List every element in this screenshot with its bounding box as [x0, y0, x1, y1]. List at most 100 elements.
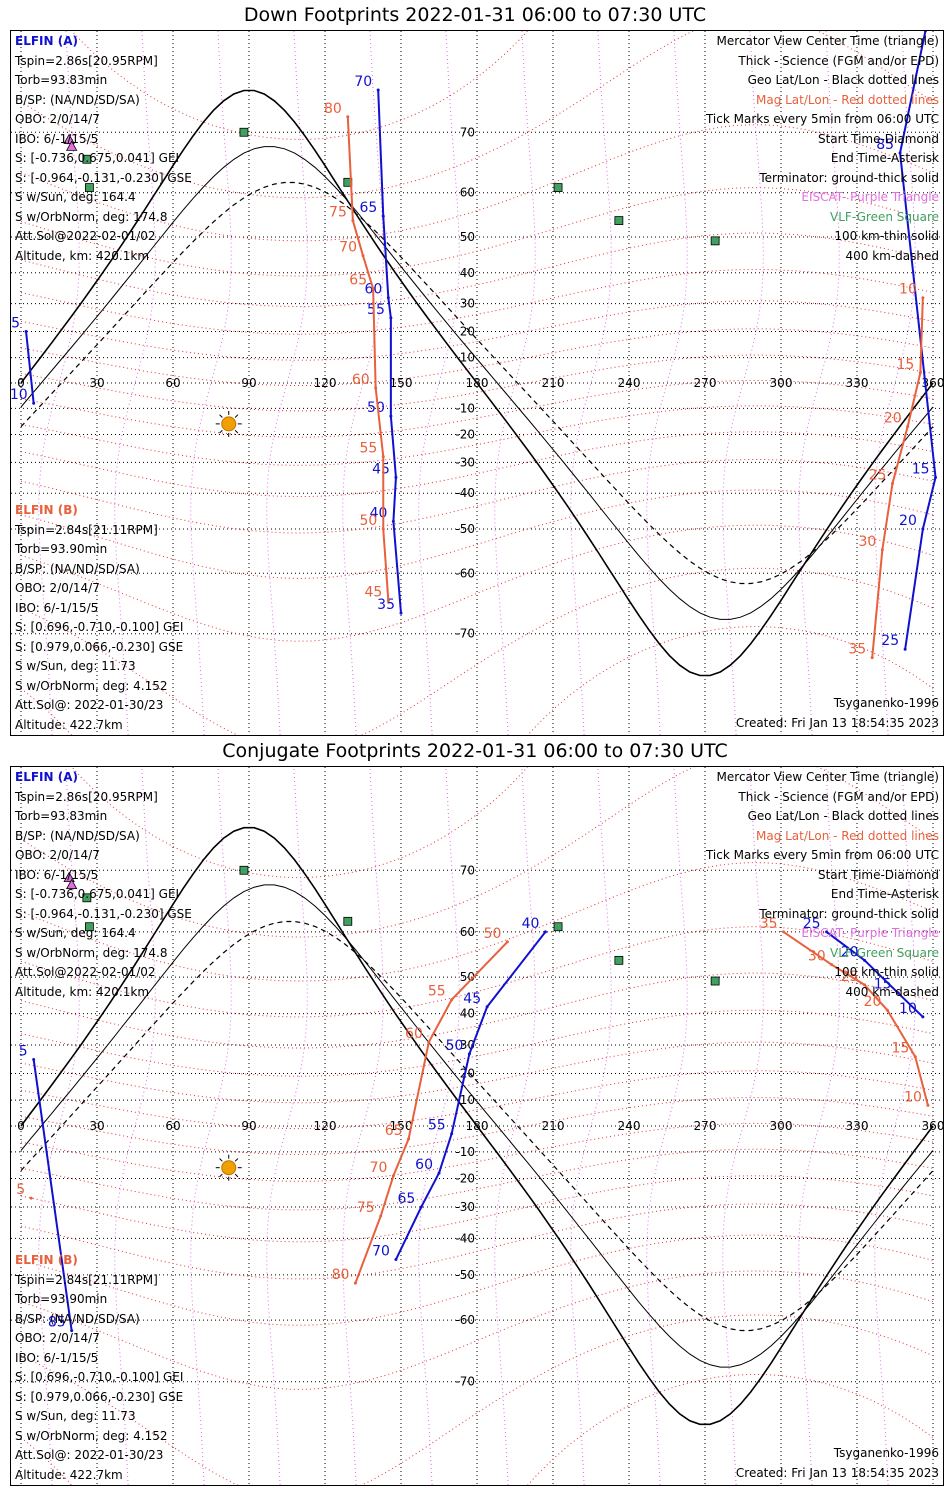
info-line: B/SP: (NA/ND/SD/SA) — [15, 1311, 140, 1326]
footprint-segment — [32, 1059, 73, 1331]
info-line: S: [0.979,0.066,-0.230] GSE — [15, 1389, 184, 1404]
footprint-segment — [362, 255, 375, 289]
lat-tick-label: 70 — [460, 125, 475, 139]
info-line: S w/Sun, deg: 164.4 — [15, 926, 136, 940]
sun-ray — [219, 1158, 223, 1162]
footprint-tick-label: 10 — [11, 387, 28, 403]
footprint-tick-label: 50 — [367, 400, 385, 416]
footprint-segment — [896, 991, 924, 1018]
footprint-segment — [899, 152, 937, 478]
footprint-point — [24, 330, 28, 334]
footprint-segment — [881, 483, 894, 550]
vlf-station-marker — [553, 183, 563, 192]
footprint-point — [376, 88, 380, 92]
footprint-segment — [438, 1133, 453, 1174]
footprint-tick-label: 30 — [808, 949, 826, 965]
footprint-segment — [377, 90, 385, 217]
footprint-point — [926, 1103, 930, 1107]
lon-tick-label: 300 — [770, 1119, 793, 1133]
footprint-point — [29, 1196, 33, 1200]
vlf-station-marker — [82, 893, 92, 903]
mag-lon-line — [114, 767, 156, 1485]
mag-lat-line — [20, 1234, 934, 1326]
footprint-tick-label: 45 — [463, 991, 481, 1007]
footprint-segment — [904, 528, 924, 650]
vlf-station-marker — [239, 127, 249, 137]
lat-tick-label: 50 — [460, 230, 475, 244]
info-line: Att.Sol@2022-02-01/02 — [15, 965, 156, 979]
footprint-segment — [382, 216, 390, 298]
mag-lon-line — [722, 767, 764, 1485]
mag-lat-line — [20, 405, 934, 466]
footprint-tick-label: 20 — [899, 513, 917, 529]
terminator-line — [20, 920, 934, 1332]
lat-tick-label: -60 — [455, 566, 475, 580]
footprint-segment — [389, 415, 397, 478]
vlf-station-marker — [239, 865, 249, 875]
footprint-point — [407, 1137, 411, 1141]
lat-tick-label: -20 — [455, 427, 475, 441]
legend-item: VLF-Green Square — [830, 209, 939, 224]
lat-tick-label: 20 — [460, 325, 475, 339]
footprint-tick-label: 60 — [352, 372, 370, 388]
lon-tick-label: 360 — [922, 376, 943, 390]
info-line: S w/OrbNorm, deg: 174.8 — [15, 945, 168, 960]
footprint-point — [70, 1329, 74, 1333]
lat-tick-label: -50 — [455, 522, 475, 536]
footprint-tick-label: 65 — [359, 200, 377, 216]
footprint-tick-label: 70 — [354, 74, 372, 90]
footprint-tick-label: 50 — [446, 1038, 464, 1054]
mag-lat-line — [20, 1097, 934, 1155]
legend-item: 100 km-thin solid — [834, 229, 939, 243]
down-footprints-map: 0 30 60 90 120 150 180 210 240 270 300 330 360 70 60 50… — [11, 31, 943, 735]
footprint-segment — [354, 1215, 382, 1284]
footprint-tick-label: 40 — [522, 916, 540, 932]
footprint-tick-label: 30 — [859, 534, 877, 550]
mag-lon-line — [266, 31, 308, 735]
info-line: S w/Sun, deg: 11.73 — [15, 659, 136, 673]
legend: Mercator View Center Time (triangle) Thi… — [706, 32, 939, 266]
footprint-point — [885, 1008, 889, 1012]
footprint-tick-label: 35 — [377, 597, 395, 613]
info-line: IBO: 6/-1/15/5 — [15, 867, 99, 882]
footprint-segment — [919, 297, 924, 373]
footprint-point — [32, 1058, 36, 1062]
footprint-tick-label: 85 — [48, 1315, 66, 1331]
mag-lat-line — [20, 328, 934, 386]
legend-item: EISCAT- Purple Triangle — [801, 190, 939, 204]
terminator-line — [20, 146, 934, 620]
sun-ray — [234, 1173, 239, 1178]
footprint-tick-label: 10 — [899, 282, 917, 298]
footprint-point — [934, 475, 938, 479]
footprint-segment — [899, 31, 927, 154]
footprint-segment — [351, 220, 364, 256]
footprint-segment — [420, 1172, 440, 1208]
footprint-point — [353, 1281, 357, 1285]
footprint-tick-label: 50 — [484, 926, 502, 942]
lat-tick-label: -40 — [455, 486, 475, 500]
lon-tick-label: 150 — [390, 1119, 413, 1133]
footprint-tick-label: 10 — [904, 1089, 922, 1105]
footprint-tick-label: 85 — [876, 137, 894, 153]
lon-tick-label: 90 — [241, 1119, 256, 1133]
mag-lon-line — [266, 767, 308, 1485]
info-line: S: [-0.964,-0.131,-0.230] GSE — [15, 170, 192, 185]
footprint-point — [389, 316, 393, 320]
footprint-tick-label: 25 — [841, 969, 859, 985]
footprint-tick-label: 55 — [367, 302, 385, 318]
info-line: OBO: 2/0/14/7 — [15, 1331, 100, 1345]
footprint-point — [391, 1174, 395, 1178]
legend-item: 400 km-dashed — [845, 984, 939, 999]
footprint-point — [399, 611, 403, 615]
footprint-point — [505, 940, 509, 944]
lat-tick-label: -20 — [455, 1172, 475, 1186]
footprint-segment — [782, 931, 833, 966]
vlf-station-marker — [710, 236, 720, 246]
footprint-segment — [346, 116, 354, 221]
info-line: S w/OrbNorm, deg: 4.152 — [15, 678, 168, 693]
terminator-line — [20, 826, 934, 1426]
lon-tick-label: 120 — [314, 1119, 337, 1133]
mag-lon-line — [798, 31, 840, 735]
info-line: OBO: 2/0/14/7 — [15, 848, 100, 862]
info-line: S: [-0.964,-0.131,-0.230] GSE — [15, 906, 192, 921]
